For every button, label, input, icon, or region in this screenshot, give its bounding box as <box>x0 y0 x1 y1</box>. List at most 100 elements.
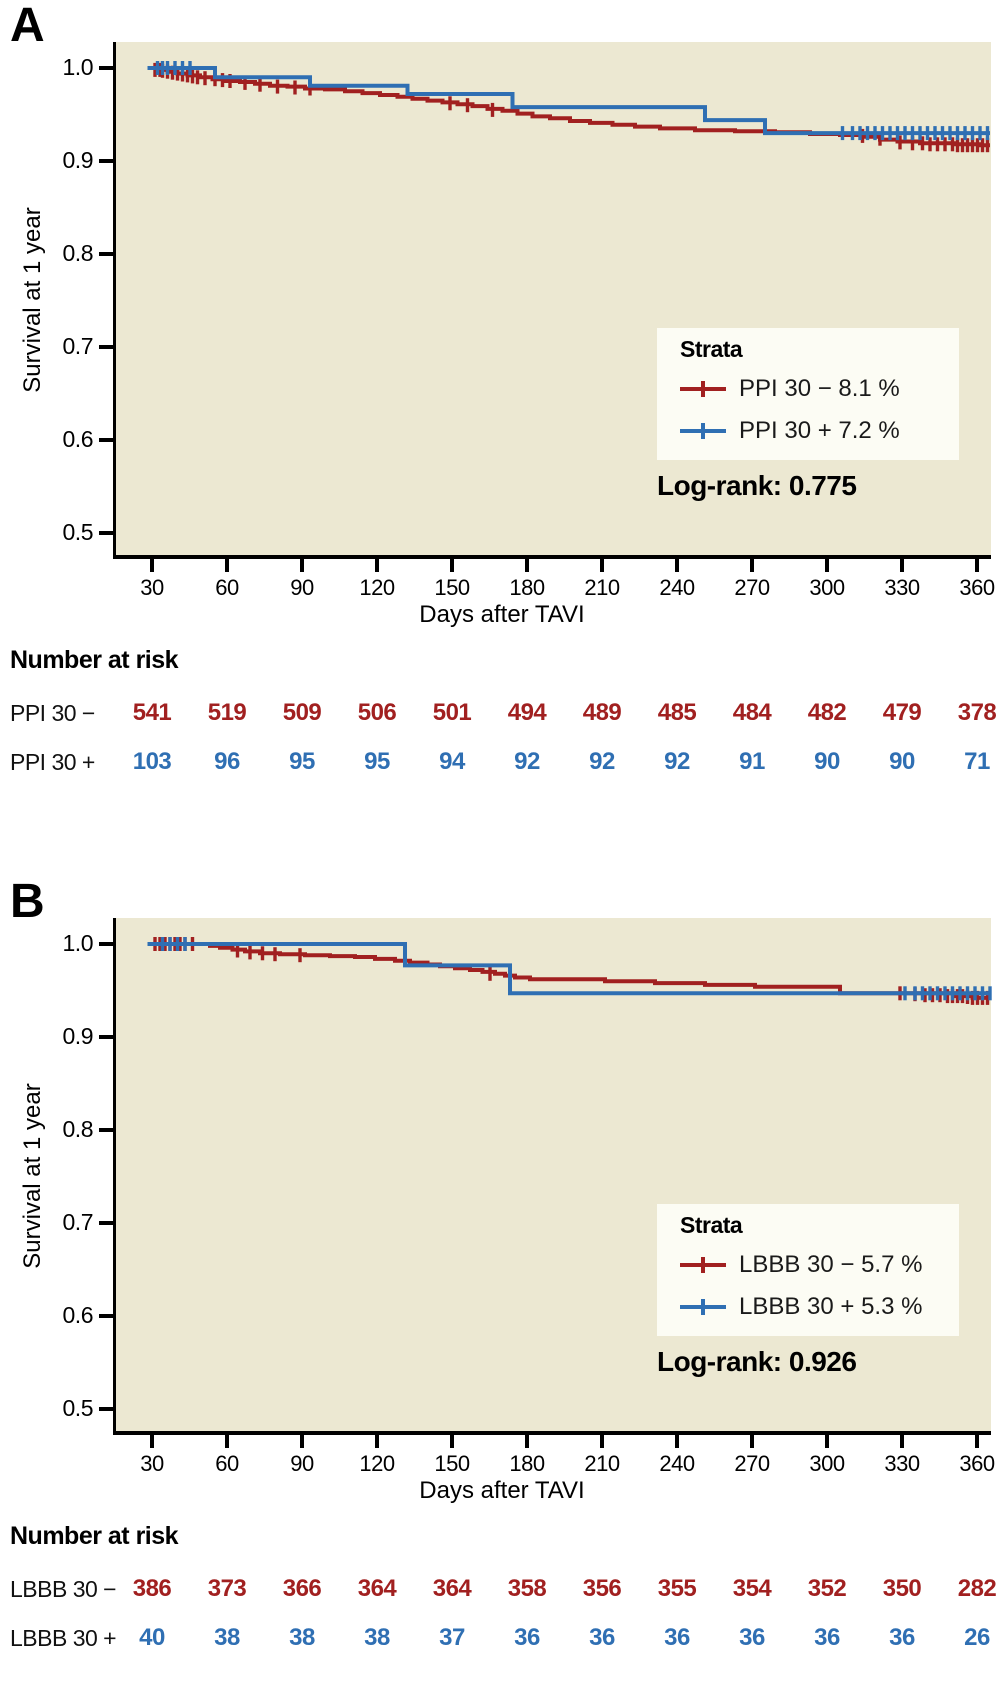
risk-count: 519 <box>207 699 247 726</box>
censor-tick <box>880 126 885 141</box>
risk-table-row: LBBB 30 + 40 38 38 38 37 36 36 36 36 36 36 26 <box>0 1618 1004 1658</box>
x-tick-mark <box>675 1435 679 1448</box>
risk-count: 90 <box>889 748 915 775</box>
y-tick-label: 0.9 <box>62 147 94 173</box>
x-tick-mark <box>675 559 679 572</box>
y-tick-label: 0.6 <box>62 1302 94 1328</box>
x-tick-mark <box>900 559 904 572</box>
censor-tick <box>980 986 985 1001</box>
y-tick-mark <box>99 252 113 256</box>
panel-a: A Survival at 1 year 1.0 0.9 0.8 0.7 0.6 0.5 … <box>0 0 1004 816</box>
x-tick-label: 270 <box>734 1451 770 1476</box>
y-tick-label: 0.8 <box>62 240 94 266</box>
risk-table-title: Number at risk <box>10 1522 179 1550</box>
risk-count: 26 <box>964 1624 990 1651</box>
risk-count: 36 <box>814 1624 840 1651</box>
censor-tick <box>490 102 495 117</box>
risk-count: 364 <box>357 1575 397 1602</box>
risk-count: 386 <box>132 1575 172 1602</box>
censor-tick <box>248 945 252 960</box>
censor-tick <box>903 126 907 141</box>
risk-count: 364 <box>432 1575 472 1602</box>
censor-tick <box>185 68 190 83</box>
censor-tick <box>955 138 960 153</box>
censor-tick <box>175 66 180 81</box>
x-tick-mark <box>600 1435 604 1448</box>
y-tick-label: 0.7 <box>62 1209 94 1235</box>
censor-tick <box>878 131 882 146</box>
risk-count: 354 <box>732 1575 772 1602</box>
risk-table-row: PPI 30 + 103 96 95 95 94 92 92 92 91 90 90 71 <box>0 742 1004 782</box>
y-tick-mark <box>99 1221 113 1225</box>
censor-tick <box>940 126 945 141</box>
censor-tick <box>298 948 302 963</box>
censor-tick <box>860 128 865 143</box>
y-tick-mark <box>99 1035 113 1039</box>
censor-tick <box>980 138 985 153</box>
censor-tick <box>170 65 175 80</box>
x-tick-mark <box>975 559 979 572</box>
x-tick-label: 300 <box>809 575 845 600</box>
legend-entry: LBBB 30 + 5.3 % <box>680 1292 922 1322</box>
x-tick-mark <box>150 1435 154 1448</box>
censor-tick <box>155 61 160 75</box>
x-tick-mark <box>525 559 529 572</box>
censor-tick <box>308 81 312 96</box>
risk-count: 509 <box>282 699 322 726</box>
risk-count: 38 <box>214 1624 240 1651</box>
x-tick-label: 270 <box>734 575 770 600</box>
censor-tick <box>190 69 195 84</box>
x-tick-mark <box>300 1435 304 1448</box>
y-tick-label: 0.7 <box>62 333 94 359</box>
censor-tick <box>898 135 902 150</box>
censor-tick <box>958 986 962 1001</box>
censor-tick <box>850 126 855 141</box>
y-axis-title: Survival at 1 year <box>19 207 46 393</box>
x-tick-label: 210 <box>584 1451 620 1476</box>
risk-count: 352 <box>807 1575 847 1602</box>
censor-tick <box>465 98 470 113</box>
censor-tick <box>943 986 947 1001</box>
panel-b-label: B <box>10 875 45 928</box>
censor-tick <box>955 126 960 141</box>
x-tick-mark <box>825 1435 829 1448</box>
x-tick-mark <box>750 1435 754 1448</box>
x-tick-label: 330 <box>884 575 920 600</box>
risk-count: 373 <box>207 1575 247 1602</box>
censor-tick <box>183 937 187 951</box>
x-tick-mark <box>375 1435 379 1448</box>
risk-count: 355 <box>657 1575 697 1602</box>
censor-tick <box>273 947 277 962</box>
x-tick-mark <box>600 559 604 572</box>
risk-count: 36 <box>889 1624 915 1651</box>
legend-title: Strata <box>680 1212 743 1238</box>
censor-tick <box>865 126 870 141</box>
risk-count: 358 <box>507 1575 547 1602</box>
risk-count: 541 <box>132 699 172 726</box>
legend-entry: PPI 30 + 7.2 % <box>680 416 900 446</box>
risk-count: 36 <box>664 1624 690 1651</box>
censor-tick <box>488 966 492 981</box>
risk-count: 94 <box>439 748 465 775</box>
censor-tick <box>895 126 900 141</box>
censor-tick <box>873 126 877 141</box>
risk-count: 36 <box>739 1624 765 1651</box>
x-tick-label: 180 <box>509 1451 545 1476</box>
x-axis-title: Days after TAVI <box>419 601 585 628</box>
risk-count: 40 <box>139 1624 165 1651</box>
y-tick-label: 0.8 <box>62 1116 94 1142</box>
y-axis-title: Survival at 1 year <box>19 1083 46 1269</box>
risk-count: 71 <box>964 748 990 775</box>
y-tick-label: 1.0 <box>62 54 94 80</box>
censor-tick <box>220 73 225 88</box>
x-tick-label: 30 <box>140 575 164 600</box>
censor-tick <box>903 986 907 1001</box>
x-tick-label: 240 <box>659 1451 695 1476</box>
censor-tick <box>978 126 982 141</box>
censor-tick <box>888 126 892 141</box>
line-cross-marker-icon <box>680 381 726 397</box>
censor-tick <box>858 126 862 141</box>
censor-tick <box>173 61 177 75</box>
censor-tick <box>988 986 992 1001</box>
censor-tick <box>933 126 937 141</box>
